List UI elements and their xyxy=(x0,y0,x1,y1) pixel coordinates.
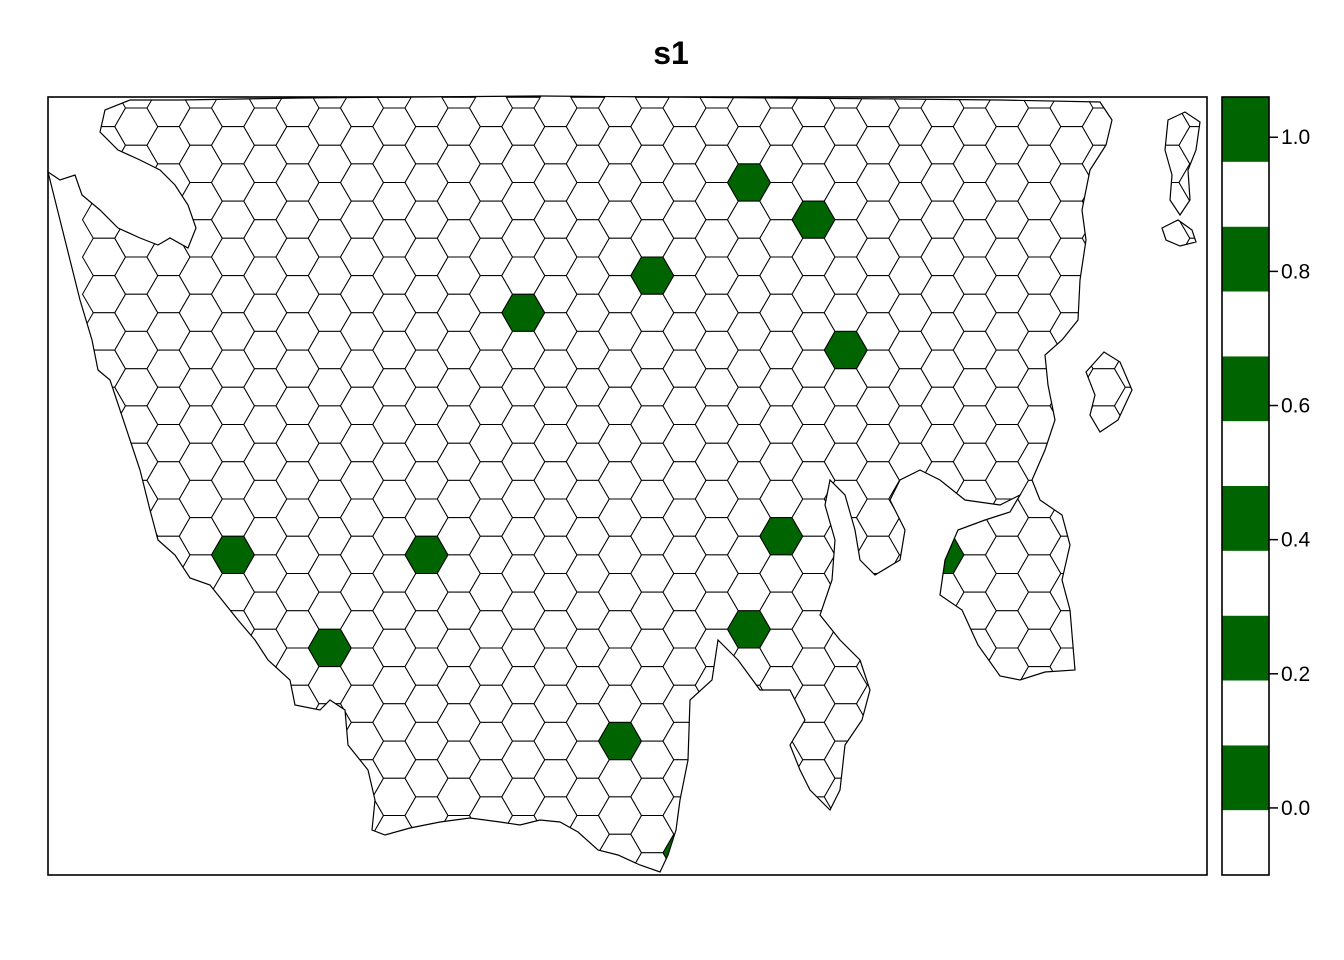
legend: 0.0 0.2 0.4 0.6 0.8 1.0 xyxy=(1221,96,1311,876)
legend-band xyxy=(1222,291,1269,357)
hex-cell xyxy=(210,870,256,872)
hex-cell xyxy=(1113,870,1159,872)
hex-cell xyxy=(597,870,643,872)
legend-band xyxy=(1222,810,1269,875)
legend-band xyxy=(1222,680,1269,746)
legend-band xyxy=(1222,615,1269,681)
hex-cell xyxy=(984,870,1030,872)
hex-cell xyxy=(1049,870,1094,872)
map-title: s1 xyxy=(653,35,689,71)
legend-tick-label: 1.0 xyxy=(1281,126,1310,149)
legend-band xyxy=(1222,745,1269,811)
legend-band xyxy=(1222,226,1269,292)
legend-tick-label: 0.6 xyxy=(1281,395,1310,418)
hex-cell xyxy=(1178,870,1200,872)
legend-band xyxy=(1222,356,1269,422)
legend-band xyxy=(1222,161,1269,227)
hex-cell xyxy=(1178,126,1200,165)
hex-cell xyxy=(404,870,449,872)
hex-cell xyxy=(726,870,772,872)
legend-color-bands xyxy=(1222,97,1269,875)
hex-cell xyxy=(146,870,191,872)
hex-cell xyxy=(855,870,901,872)
hex-cell xyxy=(468,870,514,872)
hex-cell xyxy=(339,870,385,872)
legend-axis: 0.0 0.2 0.4 0.6 0.8 1.0 xyxy=(1269,126,1311,820)
legend-tick-label: 0.0 xyxy=(1281,797,1310,820)
hex-cell xyxy=(533,870,578,872)
hex-cell xyxy=(275,870,320,872)
hex-cell xyxy=(662,870,707,872)
legend-band xyxy=(1222,550,1269,616)
legend-tick-label: 0.8 xyxy=(1281,260,1310,283)
legend-tick-label: 0.2 xyxy=(1281,663,1310,686)
legend-tick-label: 0.4 xyxy=(1281,529,1311,552)
legend-band xyxy=(1222,421,1269,486)
legend-frame xyxy=(1221,96,1270,876)
hex-cell xyxy=(81,870,127,872)
hex-cell xyxy=(791,870,836,872)
hex-cell xyxy=(920,870,965,872)
legend-band xyxy=(1222,97,1269,162)
legend-band xyxy=(1222,486,1269,551)
